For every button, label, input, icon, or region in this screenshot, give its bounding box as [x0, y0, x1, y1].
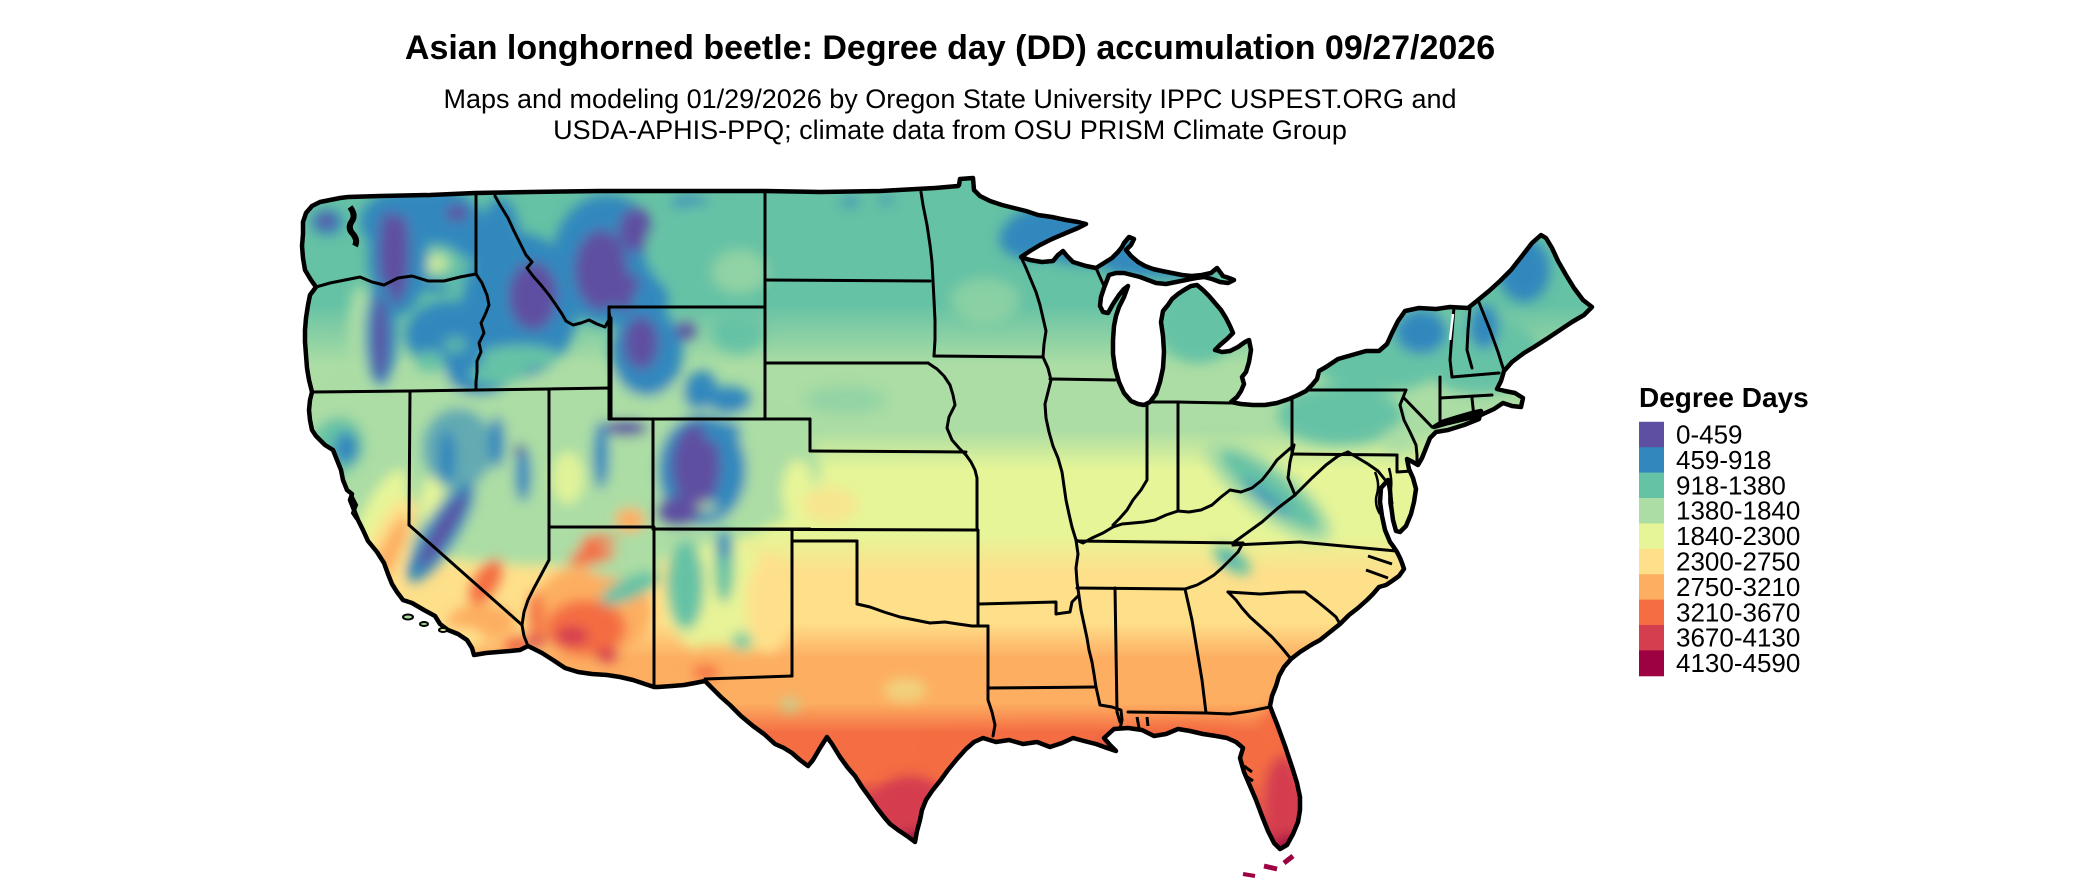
svg-text:1840-2300: 1840-2300 [1676, 521, 1800, 551]
svg-text:918-1380: 918-1380 [1676, 470, 1786, 500]
svg-text:459-918: 459-918 [1676, 445, 1771, 475]
svg-text:1380-1840: 1380-1840 [1676, 496, 1800, 526]
svg-text:0-459: 0-459 [1676, 420, 1743, 450]
svg-text:2750-3210: 2750-3210 [1676, 572, 1800, 602]
svg-text:4130-4590: 4130-4590 [1676, 648, 1800, 678]
svg-text:2300-2750: 2300-2750 [1676, 547, 1800, 577]
svg-text:Degree Days: Degree Days [1639, 382, 1809, 413]
svg-text:USDA-APHIS-PPQ; climate data f: USDA-APHIS-PPQ; climate data from OSU PR… [553, 115, 1347, 145]
svg-text:Asian longhorned beetle: Degre: Asian longhorned beetle: Degree day (DD)… [405, 29, 1495, 67]
svg-text:3210-3670: 3210-3670 [1676, 597, 1800, 627]
svg-text:3670-4130: 3670-4130 [1676, 623, 1800, 653]
svg-text:Maps and modeling 01/29/2026 b: Maps and modeling 01/29/2026 by Oregon S… [443, 84, 1456, 114]
